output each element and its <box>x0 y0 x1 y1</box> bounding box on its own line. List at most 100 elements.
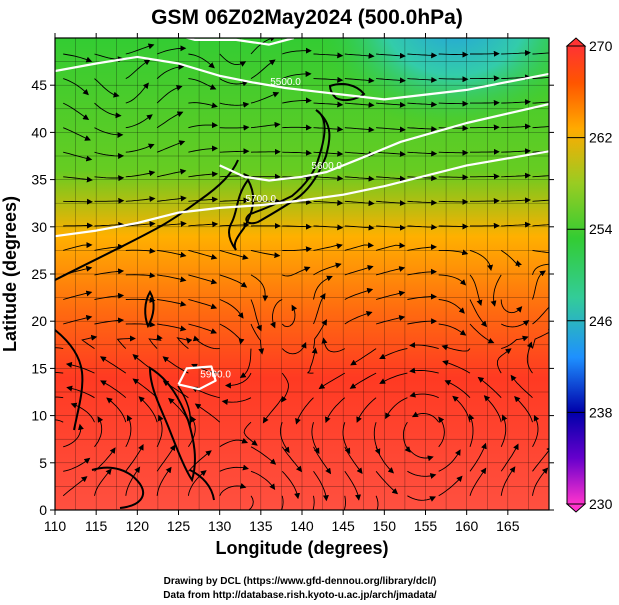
streamline <box>188 145 218 153</box>
x-tick-label: 160 <box>455 518 479 534</box>
streamline <box>313 262 342 276</box>
streamline <box>219 222 250 229</box>
streamline <box>444 380 471 399</box>
streamline <box>407 244 437 251</box>
streamline <box>157 249 187 258</box>
y-tick-label: 5 <box>39 455 47 471</box>
streamline <box>376 101 406 108</box>
streamline <box>125 414 133 448</box>
streamline <box>532 52 549 55</box>
streamline <box>63 176 93 183</box>
streamline <box>532 175 549 178</box>
y-tick-label: 25 <box>31 266 47 282</box>
contour-line <box>55 55 549 101</box>
streamline <box>125 272 156 279</box>
streamline <box>192 335 220 350</box>
y-axis: 0 5 10 15 20 25 30 35 40 45 <box>31 77 554 518</box>
colorbar-ticks: 230 238 246 254 262 270 <box>567 38 613 512</box>
streamline <box>219 483 247 497</box>
streamline <box>282 70 312 80</box>
streamline <box>324 397 346 424</box>
streamline <box>409 391 439 399</box>
streamline <box>438 274 467 286</box>
streamline <box>156 444 176 472</box>
credit-line-2: Data from http://database.rish.kyoto-u.a… <box>163 590 437 601</box>
streamline <box>125 170 156 178</box>
streamline <box>188 274 218 285</box>
x-tick-label: 120 <box>126 518 150 534</box>
streamline <box>156 466 172 496</box>
streamline <box>188 249 218 260</box>
y-tick-label: 0 <box>39 502 47 518</box>
streamline <box>344 175 375 182</box>
streamline <box>94 175 125 182</box>
streamline <box>187 470 207 496</box>
colorbar-bottom-arrow <box>565 503 587 513</box>
x-tick-label: 135 <box>249 518 273 534</box>
streamline <box>94 221 125 228</box>
streamline <box>148 334 163 349</box>
contour-line <box>55 150 549 238</box>
streamline <box>532 224 549 227</box>
streamline <box>376 77 406 84</box>
streamline <box>313 243 343 251</box>
streamline <box>282 47 312 55</box>
streamline <box>188 299 218 310</box>
streamline <box>344 126 375 133</box>
streamline <box>125 43 155 55</box>
streamline <box>532 101 549 104</box>
streamline <box>219 274 248 288</box>
streamline <box>407 126 438 133</box>
streamline <box>376 52 406 59</box>
y-tick-label: 45 <box>31 77 47 93</box>
streamline <box>94 102 122 119</box>
streamline <box>250 323 265 355</box>
streamline <box>94 317 125 325</box>
streamline <box>500 443 519 472</box>
streamline <box>125 143 155 153</box>
chart-title: GSM 06Z02May2024 (500.0hPa) <box>151 6 463 29</box>
streamline <box>500 299 523 314</box>
streamline <box>125 220 156 227</box>
streamline <box>532 270 546 300</box>
streamline <box>343 495 346 510</box>
streamline <box>125 247 156 254</box>
streamline <box>313 199 344 206</box>
streamline <box>402 421 411 453</box>
colorbar-tick-label: 262 <box>589 130 613 146</box>
cold-core-region <box>316 38 549 130</box>
streamline <box>344 200 375 207</box>
streamline <box>407 150 438 157</box>
streamline <box>376 200 406 207</box>
streamline <box>239 348 252 379</box>
contour-label: 5700.0 <box>246 194 277 205</box>
streamline <box>407 199 438 206</box>
streamline <box>188 78 217 90</box>
contour-label: 5400.0 <box>221 29 252 40</box>
streamline <box>306 347 318 374</box>
streamline <box>62 476 88 497</box>
streamline <box>438 198 469 205</box>
y-tick-label: 15 <box>31 360 47 376</box>
streamline <box>243 421 258 446</box>
streamline <box>224 372 252 389</box>
streamline <box>376 150 406 157</box>
streamline <box>100 380 127 399</box>
streamline <box>63 290 93 300</box>
streamline <box>379 372 408 384</box>
streamline <box>344 471 361 501</box>
streamline <box>94 197 125 204</box>
streamline <box>157 323 187 332</box>
streamline <box>280 495 284 510</box>
x-tick-label: 110 <box>44 518 67 534</box>
streamline <box>157 195 187 202</box>
streamline <box>469 442 487 472</box>
coast-mindanao <box>189 469 215 501</box>
contour-line <box>177 365 217 391</box>
streamline <box>219 299 244 319</box>
streamline <box>116 335 136 349</box>
streamline <box>219 437 249 448</box>
streamline <box>514 395 533 423</box>
streamline <box>157 168 187 178</box>
